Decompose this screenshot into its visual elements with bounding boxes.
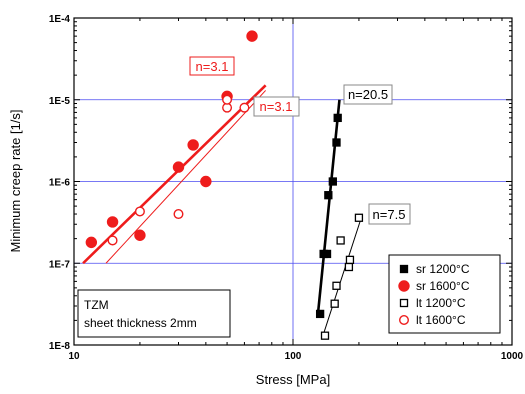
y-tick-label: 1E-6 — [49, 178, 71, 189]
y-tick-label: 1E-7 — [49, 259, 71, 270]
data-point — [187, 139, 199, 151]
data-point — [134, 206, 145, 217]
data-point — [85, 236, 98, 249]
y-tick-label: 1E-5 — [49, 96, 71, 107]
data-point — [345, 255, 355, 265]
legend-markers — [398, 264, 410, 326]
data-point — [330, 299, 339, 308]
data-point — [324, 191, 333, 200]
x-tick-label: 10 — [68, 351, 80, 362]
data-point — [328, 177, 337, 186]
data-point — [332, 138, 341, 147]
legend-label-sr1200: sr 1200°C — [416, 262, 470, 276]
y-axis-title: Minimum creep rate [1/s] — [8, 109, 23, 252]
annotation-lt1200: n=7.5 — [368, 203, 411, 225]
annotation-sr1600: n=3.1 — [189, 56, 235, 76]
data-point — [222, 94, 233, 105]
data-point — [332, 281, 341, 290]
data-point — [134, 229, 146, 241]
data-point — [333, 113, 342, 123]
y-tick-label: 1E-4 — [49, 14, 71, 25]
annotation-label: n=7.5 — [373, 207, 406, 222]
note-line-1: TZM — [84, 298, 109, 312]
x-axis-title: Stress [MPa] — [256, 372, 330, 387]
data-point — [172, 161, 185, 173]
legend-marker — [399, 298, 409, 308]
material-note: TZM sheet thickness 2mm — [77, 289, 231, 338]
data-point — [239, 102, 250, 113]
annotation-box — [189, 56, 235, 76]
legend-marker — [399, 315, 410, 326]
data-point — [315, 309, 325, 319]
fit-line — [105, 90, 267, 264]
fit-line — [322, 217, 362, 336]
annotation-label: n=3.1 — [260, 99, 293, 114]
annotation-sr1200: n=20.5 — [343, 84, 393, 105]
legend-label-lt1600: lt 1600°C — [416, 313, 466, 327]
data-point — [246, 30, 258, 42]
fit-line — [82, 84, 267, 265]
annotation-box — [343, 84, 393, 105]
data-point — [354, 213, 364, 222]
legend-label-sr1600: sr 1600°C — [416, 279, 470, 293]
fit-lines — [82, 84, 362, 336]
data-points — [85, 30, 364, 340]
annotation-label: n=3.1 — [196, 59, 229, 74]
data-point — [200, 175, 212, 188]
fit-line — [316, 99, 341, 315]
note-line-2: sheet thickness 2mm — [84, 316, 197, 330]
legend-marker — [399, 264, 409, 274]
legend: sr 1200°C sr 1600°C lt 1200°C lt 1600°C — [388, 254, 501, 334]
data-point — [107, 235, 118, 246]
data-point — [336, 236, 345, 245]
data-point — [320, 331, 330, 340]
annotation-box — [368, 203, 411, 225]
x-tick-label: 1000 — [501, 351, 524, 362]
data-point — [106, 216, 119, 228]
annotation-lt1600: n=3.1 — [253, 96, 300, 117]
data-point — [322, 249, 332, 259]
data-point — [173, 209, 184, 220]
axis-ticks — [73, 18, 512, 346]
y-tick-label: 1E-8 — [49, 341, 71, 352]
note-box — [77, 289, 231, 338]
legend-marker — [398, 280, 410, 292]
data-point — [344, 262, 354, 272]
x-tick-labels: 10 100 1000 — [68, 351, 523, 362]
x-tick-label: 100 — [285, 351, 302, 362]
legend-label-lt1200: lt 1200°C — [416, 296, 466, 310]
y-tick-labels: 1E-8 1E-7 1E-6 1E-5 1E-4 — [49, 14, 71, 352]
annotation-label: n=20.5 — [348, 87, 388, 102]
annotation-box — [253, 96, 300, 117]
